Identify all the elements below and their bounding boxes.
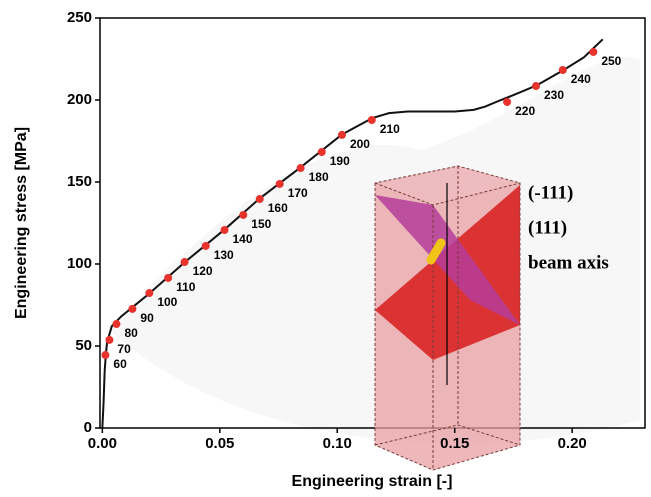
point-label: 60	[113, 357, 127, 371]
x-tick-label: 0.15	[440, 435, 469, 452]
legend-label: (111)	[528, 217, 567, 238]
point-label: 210	[380, 122, 400, 136]
point-label: 130	[214, 248, 234, 262]
data-point	[559, 66, 567, 74]
legend-label: (-111)	[528, 182, 573, 203]
y-tick-label: 150	[67, 173, 92, 190]
data-point	[221, 226, 229, 234]
data-point	[338, 131, 346, 139]
point-label: 220	[515, 104, 535, 118]
point-label: 170	[288, 186, 308, 200]
data-point	[105, 336, 113, 344]
data-point	[532, 82, 540, 90]
data-point	[202, 242, 210, 250]
point-label: 80	[124, 326, 138, 340]
point-label: 190	[330, 154, 350, 168]
point-label: 180	[309, 170, 329, 184]
data-point	[112, 320, 120, 328]
y-axis-title: Engineering stress [MPa]	[13, 127, 30, 319]
data-point	[589, 48, 597, 56]
chart: Engineering strain [-] Engineering stres…	[0, 0, 651, 497]
y-tick-label: 250	[67, 9, 92, 26]
x-tick-label: 0.20	[558, 435, 587, 452]
point-label: 120	[193, 264, 213, 278]
x-tick-label: 0.05	[205, 435, 234, 452]
data-point	[101, 351, 109, 359]
y-tick-label: 200	[67, 91, 92, 108]
data-point	[318, 148, 326, 156]
point-label: 90	[140, 311, 154, 325]
x-tick-label: 0.10	[323, 435, 352, 452]
point-label: 240	[571, 72, 591, 86]
data-point	[256, 195, 264, 203]
data-point	[145, 289, 153, 297]
point-label: 230	[544, 88, 564, 102]
y-tick-label: 50	[75, 337, 92, 354]
point-label: 250	[601, 54, 621, 68]
data-point	[164, 274, 172, 282]
point-label: 110	[176, 280, 196, 294]
x-tick-label: 0.00	[88, 435, 117, 452]
point-label: 70	[117, 342, 131, 356]
data-point	[297, 164, 305, 172]
legend-label: beam axis	[528, 252, 609, 273]
y-tick-label: 100	[67, 255, 92, 272]
inset-diagram	[375, 166, 520, 470]
point-label: 150	[251, 217, 271, 231]
point-label: 140	[233, 232, 253, 246]
point-label: 200	[350, 137, 370, 151]
x-axis-title: Engineering strain [-]	[292, 473, 453, 490]
data-point	[503, 98, 511, 106]
data-point	[368, 116, 376, 124]
data-point	[239, 211, 247, 219]
point-label: 100	[157, 295, 177, 309]
point-label: 160	[268, 201, 288, 215]
data-point	[128, 305, 136, 313]
data-point	[276, 180, 284, 188]
data-point	[181, 258, 189, 266]
y-tick-label: 0	[84, 419, 92, 436]
